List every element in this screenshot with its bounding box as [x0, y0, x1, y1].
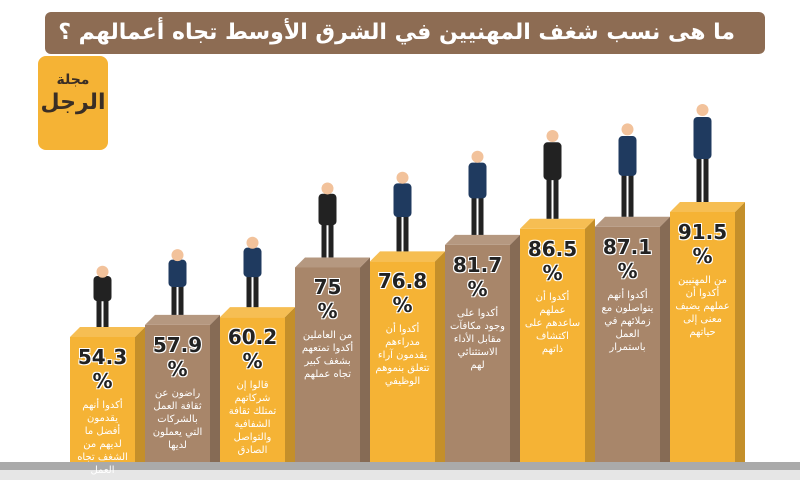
bar-top: [670, 202, 745, 212]
person-figure: [243, 236, 262, 308]
logo-line1: مجلة: [56, 72, 90, 88]
bar-top: [370, 251, 445, 262]
bar-value: 81.7%: [452, 252, 503, 301]
person-figure: [318, 182, 337, 258]
bar-top: [520, 218, 595, 229]
bar-side: [585, 218, 595, 462]
bar: [145, 324, 210, 462]
bar-top: [295, 257, 370, 268]
bar: [445, 244, 510, 462]
person-figure: [693, 104, 712, 202]
floor: [0, 462, 800, 470]
bar-label: 86.5% أكدوا أن عملهم ساعدهم على اكتشاف ذا…: [520, 237, 585, 356]
bar-description: أكدوا أن عملهم ساعدهم على اكتشاف ذاتهم: [524, 291, 581, 355]
bar-top: [145, 314, 220, 325]
bar-label: 87.1% أكدوا أنهم يتواصلون مع زملائهم في ا…: [595, 235, 660, 354]
bar-description: قالوا إن شركاتهم تمتلك ثقافة الشفافية وا…: [228, 380, 277, 457]
bar-value: 87.1%: [602, 234, 653, 283]
bar-label: 76.8% أكدوا أن مدراءهم يقدمون آراء تتعلق …: [370, 269, 435, 388]
bar-side: [210, 314, 220, 462]
bar-value: 86.5%: [527, 236, 578, 285]
bar-description: أكدوا أن مدراءهم يقدمون آراء تتعلق بنموه…: [375, 324, 430, 388]
bar: [670, 212, 735, 462]
logo: مجلة الرجل: [38, 56, 108, 150]
bar: [520, 228, 585, 462]
chart-title: ما هى نسب شغف المهنيين في الشرق الأوسط ت…: [45, 12, 765, 54]
bar-side: [435, 251, 445, 462]
bar-side: [360, 257, 370, 462]
person-figure: [618, 123, 637, 217]
bar-label: 81.7% أكدوا على وجود مكافآت مقابل الأداء …: [445, 253, 510, 372]
bar-side: [285, 307, 295, 462]
bar-description: راضون عن ثقافة العمل بالشركات التي يعملو…: [152, 387, 203, 451]
bar-side: [660, 216, 670, 462]
bar-description: من المهنيين أكدوا أن عملهم يضيف معنى إلى…: [675, 275, 730, 338]
bar-label: 57.9% راضون عن ثقافة العمل بالشركات التي …: [145, 333, 210, 452]
bar-top: [445, 234, 520, 245]
bar-top: [595, 216, 670, 227]
bar-description: من العاملين أكدوا تمتعهم بشغف كبير تجاه …: [301, 330, 354, 381]
bar-value: 76.8%: [377, 269, 428, 318]
bar-description: أكدوا أنهم يقدمون أفضل ما لديهم من الشغف…: [77, 400, 128, 476]
logo-line2: الرجل: [40, 90, 106, 115]
bar-label: 91.5% من المهنيين أكدوا أن عملهم يضيف معن…: [670, 220, 735, 339]
bar-value: 54.3%: [77, 345, 128, 393]
bar: [70, 337, 135, 462]
bar-value: 91.5%: [677, 220, 728, 268]
bar-label: 54.3% أكدوا أنهم يقدمون أفضل ما لديهم من …: [70, 345, 135, 477]
person-figure: [93, 265, 112, 327]
bar-value: 57.9%: [152, 332, 203, 381]
person-figure: [543, 130, 562, 219]
bar-label: 60.2% قالوا إن شركاتهم تمتلك ثقافة الشفاف…: [220, 325, 285, 457]
bar-side: [735, 202, 745, 462]
bar-description: أكدوا على وجود مكافآت مقابل الأداء الاست…: [450, 307, 505, 371]
person-figure: [168, 249, 187, 315]
bar-side: [135, 327, 145, 462]
bar-top: [220, 307, 295, 318]
person-figure: [393, 171, 412, 252]
bar-label: 75% من العاملين أكدوا تمتعهم بشغف كبير تج…: [295, 275, 360, 381]
bar-top: [70, 327, 145, 337]
bar-value: 75%: [313, 275, 342, 324]
person-figure: [468, 150, 487, 235]
bar-description: أكدوا أنهم يتواصلون مع زملائهم في العمل …: [601, 289, 654, 353]
bar: [370, 261, 435, 462]
bar: [295, 267, 360, 462]
bar: [595, 226, 660, 462]
bar: [220, 317, 285, 462]
bar-value: 60.2%: [227, 325, 278, 374]
floor-shadow: [0, 470, 800, 480]
bar-side: [510, 234, 520, 462]
